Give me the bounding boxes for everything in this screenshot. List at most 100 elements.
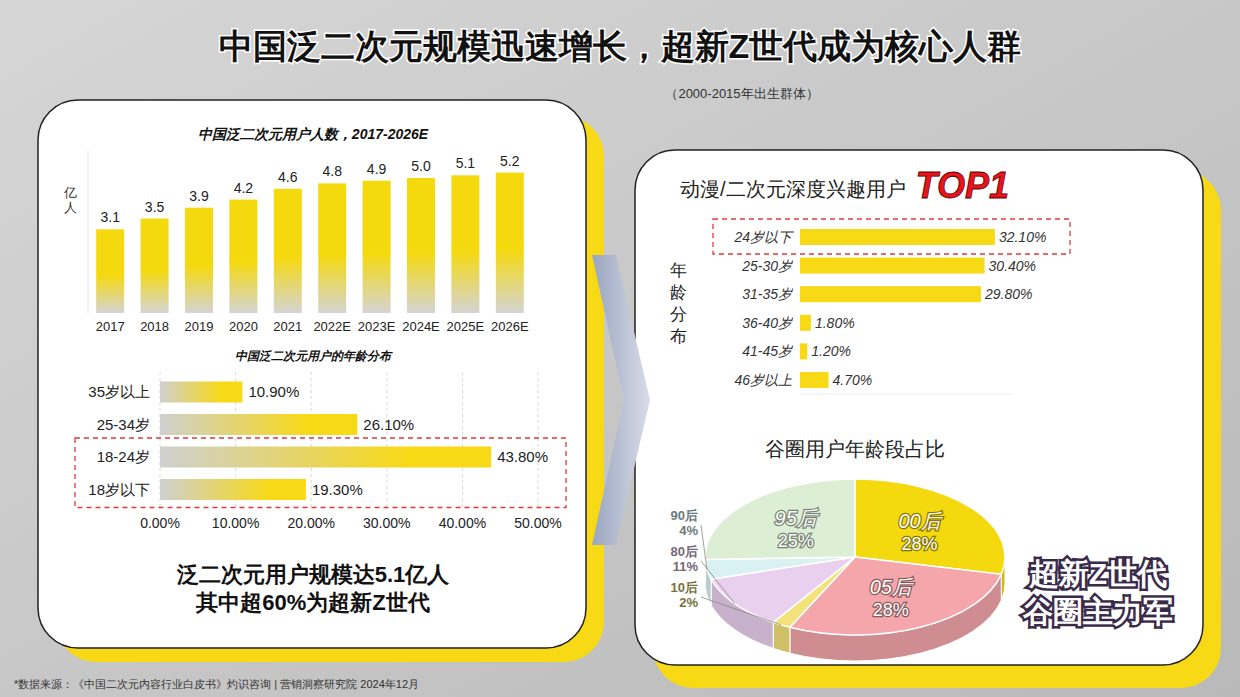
bar — [274, 189, 302, 313]
bar — [160, 414, 357, 435]
callout: 谷圈主力军 — [1022, 595, 1173, 628]
highlight-box — [75, 438, 566, 508]
tick-label: 25-30岁 — [741, 258, 794, 274]
data-label: 5.2 — [500, 153, 520, 169]
data-label: 4.2 — [234, 180, 254, 196]
bar — [800, 343, 807, 359]
tick-label: 31-35岁 — [742, 286, 794, 302]
data-label: 25% — [778, 531, 814, 551]
slice-label: 95后 — [775, 507, 819, 529]
data-label: 4.8 — [322, 163, 342, 179]
bar — [800, 372, 829, 388]
pie-slice — [705, 557, 855, 579]
chart-title: 动漫/二次元深度兴趣用户 — [680, 178, 906, 200]
bars — [800, 229, 995, 388]
tick-label: 50.00% — [514, 515, 561, 531]
data-label: 3.1 — [100, 209, 120, 225]
tick-label: 2026E — [491, 319, 529, 334]
bar — [496, 173, 524, 313]
tick-label: 2018 — [140, 319, 169, 334]
tick-label: 2021 — [273, 319, 302, 334]
bar — [407, 178, 435, 313]
data-label: 4.9 — [367, 161, 387, 177]
tick-label: 46岁以上 — [734, 372, 792, 388]
tick-label: 30.00% — [363, 515, 410, 531]
bar — [800, 286, 981, 302]
grid-line — [538, 372, 539, 508]
pie-slices — [705, 479, 1005, 635]
bars — [96, 173, 524, 313]
summary: 其中超60%为超新Z世代 — [195, 590, 429, 615]
slice-label: 80后 — [671, 544, 698, 559]
tick-label: 2022E — [313, 319, 351, 334]
data-label: 19.30% — [312, 481, 363, 498]
slice-label: 90后 — [671, 508, 698, 523]
bar — [800, 229, 995, 245]
bar — [141, 219, 169, 314]
slice-label: 00后 — [898, 510, 942, 532]
tick-label: 0.00% — [140, 515, 180, 531]
callout: 超新Z世代 — [1028, 557, 1167, 590]
data-label: 3.5 — [145, 199, 165, 215]
bar — [318, 183, 346, 313]
tick-label: 35岁以上 — [88, 383, 150, 400]
bar — [160, 382, 242, 403]
grid-line — [386, 372, 387, 508]
bar — [96, 229, 124, 313]
pie-sides — [705, 557, 1005, 661]
data-label: 4% — [679, 523, 698, 538]
highlight-box — [713, 219, 1070, 254]
tick-label: 20.00% — [287, 515, 334, 531]
tick-label: 2019 — [185, 319, 214, 334]
data-label: 26.10% — [363, 416, 414, 433]
grid-line — [462, 372, 463, 508]
leader-line — [701, 597, 781, 625]
bar — [451, 175, 479, 313]
axis-line — [88, 151, 89, 313]
data-label: 10.90% — [248, 383, 299, 400]
stage: 中国泛二次元规模迅速增长，超新Z世代成为核心人群（2000-2015年出生群体）… — [0, 0, 1240, 697]
bar — [185, 208, 213, 313]
data-label: 43.80% — [497, 448, 548, 465]
chart-title: 谷圈用户年龄段占比 — [765, 438, 945, 460]
page-title: 中国泛二次元规模迅速增长，超新Z世代成为核心人群 — [219, 27, 1022, 65]
summary: 泛二次元用户规模达5.1亿人 — [176, 562, 451, 587]
data-label: 11% — [673, 559, 699, 574]
data-label: 29.80% — [984, 286, 1032, 302]
bar — [363, 181, 391, 313]
data-label: 1.20% — [811, 343, 851, 359]
slice-label: 10后 — [671, 580, 698, 595]
tick-label: 36-40岁 — [742, 315, 794, 331]
data-label: 28% — [873, 600, 909, 620]
tick-label: 18岁以下 — [88, 481, 150, 498]
axis-title: 亿人 — [63, 185, 77, 215]
data-label: 30.40% — [989, 258, 1036, 274]
pie-slice — [705, 479, 855, 560]
data-label: 1.80% — [815, 315, 855, 331]
data-label: 32.10% — [999, 229, 1046, 245]
bar — [160, 447, 491, 468]
tick-label: 2024E — [402, 319, 440, 334]
tick-label: 18-24岁 — [97, 448, 150, 465]
leader-line — [701, 561, 735, 604]
tick-label: 2023E — [358, 319, 396, 334]
right-panel — [635, 150, 1203, 665]
data-label: 4.6 — [278, 169, 298, 185]
bar — [800, 258, 985, 274]
slice-label: 05后 — [870, 576, 914, 598]
bar — [229, 200, 257, 313]
axis-title: 年龄分布 — [670, 261, 687, 346]
bar — [800, 315, 811, 331]
data-label: 5.0 — [411, 158, 431, 174]
tick-label: 41-45岁 — [742, 343, 794, 359]
data-label: 4.70% — [833, 372, 873, 388]
axis-line — [800, 394, 1013, 395]
annotation: TOP1 — [916, 165, 1009, 206]
tick-label: 2025E — [447, 319, 485, 334]
tick-label: 24岁以下 — [733, 229, 795, 245]
tick-label: 2020 — [229, 319, 258, 334]
chart-title: 中国泛二次元用户人数，2017-2026E — [198, 126, 429, 142]
left-panel — [38, 100, 586, 648]
tick-label: 10.00% — [212, 515, 259, 531]
bars — [160, 382, 491, 501]
